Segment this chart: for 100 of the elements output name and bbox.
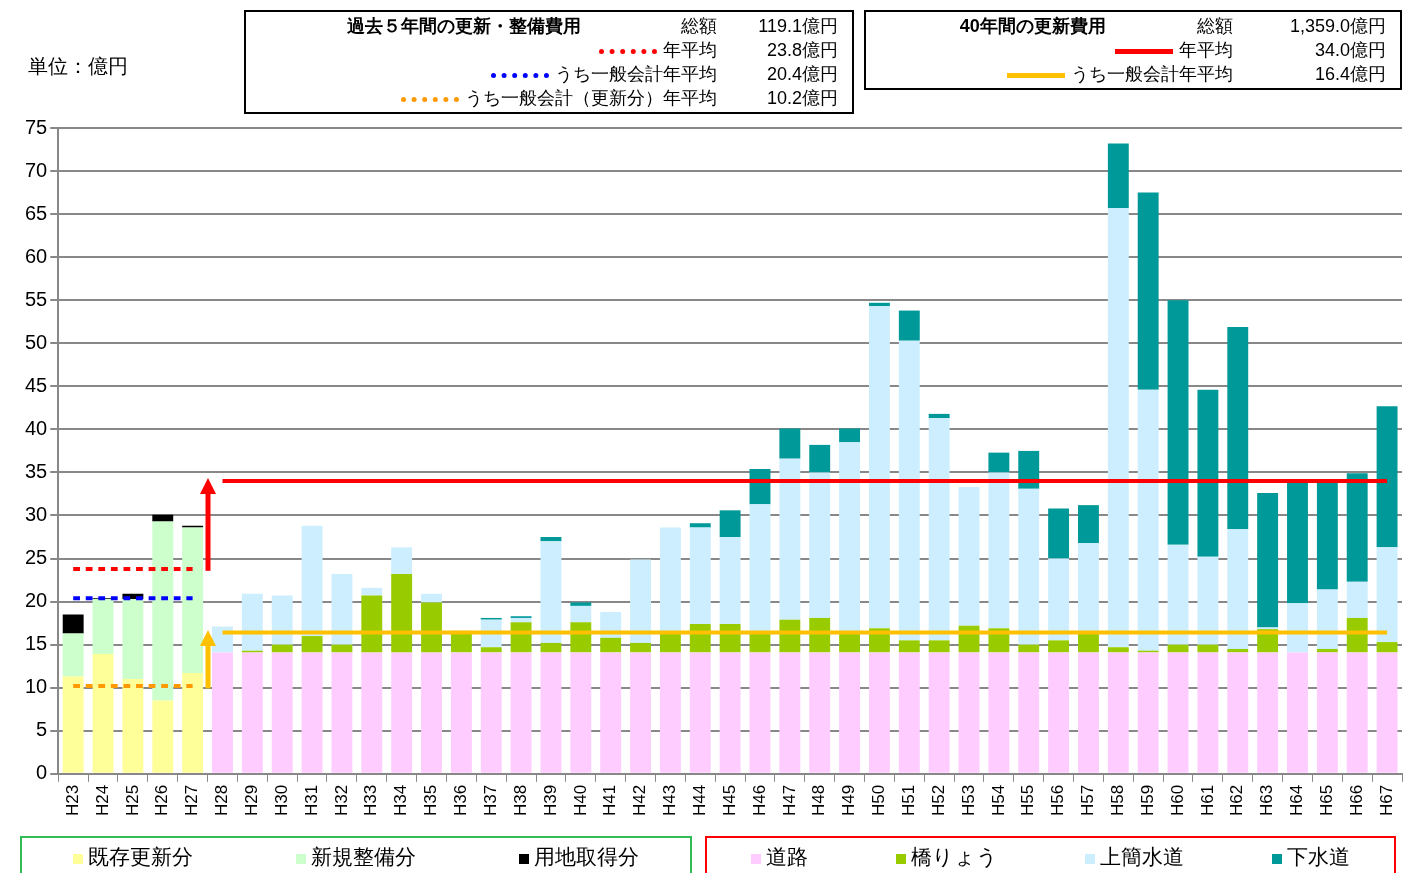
bar	[1346, 581, 1368, 618]
legend-label: 道路	[764, 844, 808, 870]
x-tick-label: H27	[182, 784, 202, 816]
bar	[1167, 300, 1189, 545]
bar	[361, 652, 383, 773]
bar	[331, 574, 353, 645]
bar	[421, 602, 442, 653]
x-tick-label: H40	[570, 784, 590, 816]
bar	[630, 559, 651, 643]
bar	[928, 418, 950, 641]
bar	[809, 652, 831, 773]
x-tick-label: H61	[1197, 784, 1217, 816]
x-tick-label: H35	[421, 784, 441, 816]
x-tick-label: H63	[1257, 784, 1277, 816]
bar	[898, 340, 920, 641]
bar	[301, 652, 323, 773]
bar	[898, 640, 920, 653]
bar	[779, 652, 801, 773]
bar	[1197, 556, 1219, 645]
bar	[540, 652, 562, 773]
x-tick-label: H23	[62, 784, 82, 816]
x-tick-label: H32	[331, 784, 351, 816]
bar	[1376, 406, 1398, 548]
x-tick-label: H26	[152, 784, 172, 816]
bar	[391, 574, 413, 653]
bar	[928, 640, 950, 653]
bar	[988, 452, 1010, 473]
x-tick-label: H67	[1376, 784, 1396, 816]
text: 16.4億円	[1313, 63, 1387, 86]
bar	[1048, 652, 1070, 773]
bar	[1227, 326, 1249, 530]
x-tick-label: H64	[1287, 784, 1307, 816]
bar	[868, 306, 890, 629]
y-tick-label: 10	[25, 675, 48, 698]
y-tick-label: 30	[25, 503, 48, 525]
bar	[1107, 208, 1129, 648]
y-tick-label: 60	[25, 244, 48, 267]
bar	[749, 652, 771, 773]
bar	[212, 652, 233, 773]
bar	[1287, 603, 1308, 653]
legend-label: うち一般会計年平均	[554, 64, 717, 84]
x-tick-label: H33	[361, 784, 381, 816]
bar	[1346, 473, 1368, 582]
bar	[1137, 389, 1159, 651]
bar	[1376, 642, 1398, 653]
x-tick-label: H57	[1078, 784, 1098, 816]
x-tick-label: H34	[391, 784, 411, 816]
x-tick-label: H47	[779, 784, 799, 816]
x-tick-label: H49	[839, 784, 859, 816]
bar	[570, 605, 592, 623]
bar	[988, 652, 1010, 773]
bar	[92, 654, 114, 773]
bar	[719, 652, 741, 773]
bar	[540, 642, 562, 653]
x-tick-label: H46	[749, 784, 769, 816]
y-axis-title: 単位：億円	[28, 54, 128, 79]
bar	[1107, 652, 1129, 773]
legend-label: 上簡水道	[1099, 844, 1185, 870]
bar	[1316, 589, 1338, 649]
bar	[1257, 493, 1279, 628]
bar	[928, 652, 950, 773]
bar	[1078, 505, 1099, 544]
x-tick-label: H41	[600, 784, 620, 816]
y-tick-label: 45	[25, 373, 48, 396]
bar	[839, 442, 861, 634]
y-tick-label: 35	[25, 459, 48, 482]
x-tick-label: H45	[719, 784, 739, 816]
bar	[630, 642, 651, 653]
bar	[1287, 652, 1308, 773]
text: 40年間の更新費用	[959, 16, 1106, 36]
bar	[1018, 644, 1040, 653]
bar	[868, 652, 890, 773]
bar	[809, 444, 831, 473]
bar	[331, 644, 353, 653]
bar	[958, 652, 980, 773]
y-tick-label: 50	[25, 330, 48, 353]
x-tick-label: H60	[1167, 784, 1187, 816]
bar	[1227, 652, 1249, 773]
legend-label: 下水道	[1286, 844, 1351, 870]
bar	[1197, 652, 1219, 773]
bar	[839, 652, 861, 773]
y-tick-label: 0	[36, 761, 48, 784]
x-tick-label: H30	[271, 784, 291, 816]
text: 1,359.0億円	[1288, 15, 1387, 38]
bar	[928, 413, 950, 419]
bar	[62, 633, 84, 677]
bar	[958, 487, 980, 626]
bar	[331, 652, 353, 773]
y-tick-label: 15	[25, 632, 48, 655]
bar	[271, 644, 293, 653]
bar	[898, 652, 920, 773]
bar	[1197, 644, 1219, 653]
bar	[570, 602, 592, 606]
text: 119.1億円	[757, 15, 839, 38]
bar	[988, 472, 1010, 629]
bar	[1316, 482, 1338, 590]
x-tick-label: H59	[1137, 784, 1157, 816]
bar	[659, 652, 681, 773]
x-tick-label: H66	[1346, 784, 1366, 816]
x-tick-label: H58	[1108, 784, 1128, 816]
